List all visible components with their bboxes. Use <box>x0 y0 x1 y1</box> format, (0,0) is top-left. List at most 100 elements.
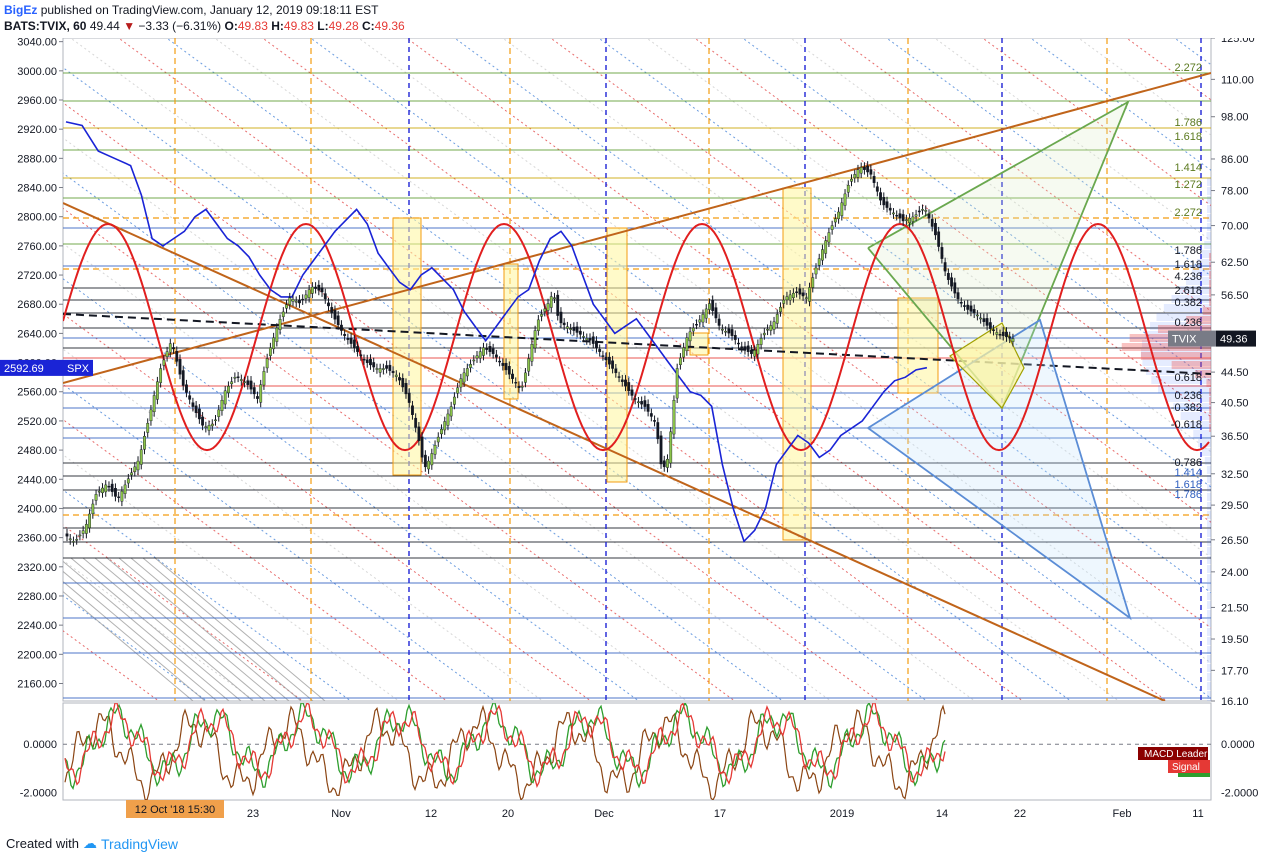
tvix-candle <box>175 346 179 367</box>
tvix-candle <box>462 368 466 387</box>
highlight-box <box>897 297 939 394</box>
candle-body <box>423 454 427 468</box>
candle-body <box>517 385 521 388</box>
left-tick-label: 3000.00 <box>17 66 57 78</box>
diagonal-line <box>63 570 218 701</box>
candle-body <box>414 417 418 428</box>
candle-body <box>230 381 234 385</box>
candle-body <box>598 349 602 352</box>
signal-legend-badge <box>1168 760 1210 773</box>
tvix-candle <box>549 291 553 313</box>
candle-body <box>934 223 937 236</box>
tvix-candle <box>340 320 343 336</box>
candle-body <box>953 282 957 294</box>
volume-profile-bar <box>1207 187 1211 195</box>
volume-profile-bar <box>1195 370 1211 378</box>
tvix-candle <box>959 297 963 308</box>
author-link[interactable]: BigEz <box>4 3 38 17</box>
x-tick-label: 22 <box>1014 808 1026 820</box>
volume-profile-bar <box>1204 241 1211 249</box>
diagonal-line <box>63 278 640 701</box>
volume-profile-bar <box>1207 655 1211 663</box>
volume-profile-bar <box>1207 475 1211 483</box>
candle-body <box>504 362 508 371</box>
tvix-candle <box>498 356 502 367</box>
tvix-candle <box>966 300 970 315</box>
tvix-candle <box>120 486 124 507</box>
tvix-candle <box>265 353 269 373</box>
symbol-label[interactable]: BATS:TVIX, 60 <box>4 19 87 33</box>
tvix-candle <box>743 341 747 355</box>
candle-body <box>637 401 640 404</box>
volume-profile-bar <box>1198 439 1211 447</box>
tvix-candle <box>611 355 615 374</box>
left-tick-label: 2360.00 <box>17 533 57 545</box>
volume-profile-bar <box>1201 448 1211 456</box>
macd-green-swatch <box>1178 773 1210 777</box>
tvix-candle <box>830 220 834 235</box>
tvix-candle <box>775 309 779 329</box>
tvix-candle <box>546 298 550 316</box>
right-tick-label: 110.00 <box>1221 74 1254 86</box>
candle-body <box>433 445 437 455</box>
candle-body <box>97 490 101 493</box>
tvix-candle <box>288 292 292 310</box>
axes-layer: 3040.00 3000.00 2960.00 2920.00 2880.00 2840.… <box>0 38 1258 820</box>
tvix-candle <box>662 455 666 472</box>
pattern-triangle <box>949 322 1025 409</box>
tvix-candle <box>394 370 398 382</box>
tvix-candle <box>992 324 995 336</box>
volume-profile-bar <box>1207 529 1211 537</box>
chart-canvas[interactable]: 3040.00 3000.00 2960.00 2920.00 2880.00 2840.… <box>0 38 1274 828</box>
candle-body <box>385 365 389 369</box>
candle-body <box>294 301 298 303</box>
volume-profile-bar <box>1207 682 1211 690</box>
tvix-candle <box>527 353 531 377</box>
tvix-candle <box>678 353 682 370</box>
tvix-candle <box>385 360 389 374</box>
candle-body <box>540 314 543 317</box>
tvix-candle <box>143 431 146 455</box>
tvix-candle <box>856 164 860 183</box>
candle-body <box>937 231 941 247</box>
tvix-candle <box>788 290 792 306</box>
tvix-candle <box>485 343 489 355</box>
tvix-candle <box>456 382 460 399</box>
diagonal-line <box>82 557 254 701</box>
channel-line <box>63 202 1166 701</box>
tvix-candle <box>178 354 182 380</box>
candle-body <box>678 357 682 365</box>
candle-body <box>992 329 995 331</box>
created-with-text: Created with <box>6 836 79 851</box>
publish-text: published on TradingView.com, January 12… <box>40 3 379 17</box>
candle-body <box>482 347 485 356</box>
tradingview-brand[interactable]: TradingView <box>100 835 179 852</box>
tvix-candle <box>1011 333 1015 347</box>
diagonal-line <box>63 383 496 701</box>
candle-body <box>443 421 447 431</box>
tvix-candle <box>524 368 527 388</box>
candle-body <box>1001 331 1005 336</box>
tvix-candle <box>459 373 463 393</box>
tvix-candle <box>446 409 450 431</box>
volume-profile-bar <box>1207 538 1211 546</box>
volume-profile-bar <box>1201 250 1211 258</box>
tvix-candle <box>407 388 411 408</box>
candle-body <box>533 330 537 349</box>
tvix-candle <box>201 412 204 431</box>
tvix-candle <box>281 307 285 322</box>
fib-level-label: 1.786 <box>1174 245 1202 257</box>
candle-body <box>972 309 976 314</box>
candle-body <box>362 359 366 361</box>
tvix-candle <box>507 361 511 380</box>
candle-body <box>711 300 715 311</box>
candle-body <box>982 318 986 322</box>
candle-body <box>740 346 744 348</box>
left-tick-label: 2520.00 <box>17 416 57 428</box>
tvix-candle <box>572 322 576 336</box>
tvix-candle <box>494 350 498 363</box>
tvix-candle <box>188 390 192 405</box>
volume-profile-bar <box>1185 277 1211 285</box>
x-tick-label: Nov <box>331 808 351 820</box>
candle-body <box>549 296 553 308</box>
